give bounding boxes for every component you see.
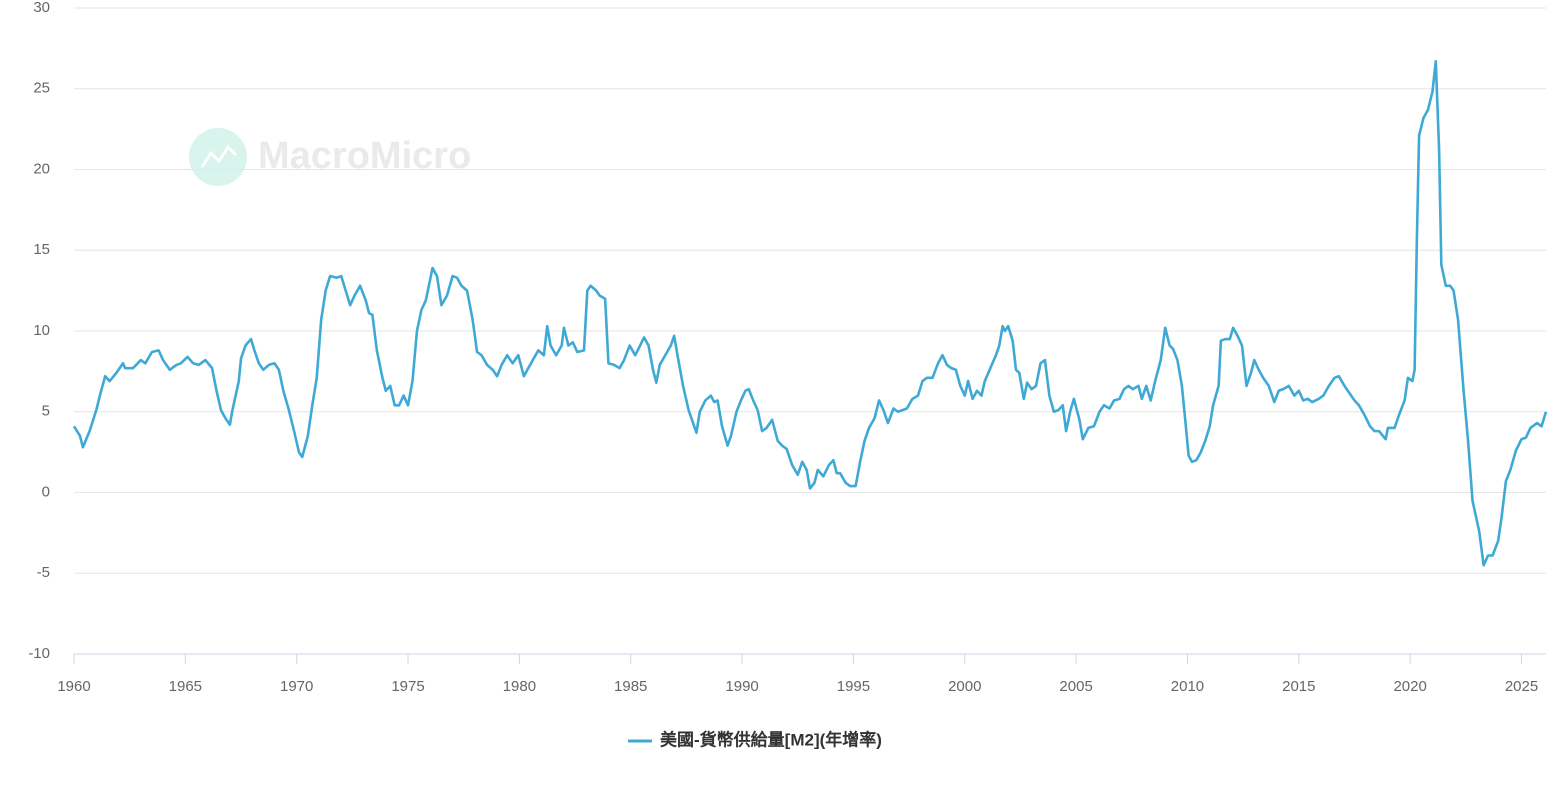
legend: 美國-貨幣供給量[M2](年增率) xyxy=(628,729,882,749)
x-tick-label: 1965 xyxy=(169,678,202,695)
x-tick-label: 1980 xyxy=(503,678,536,695)
x-tick-label: 1985 xyxy=(614,678,647,695)
y-tick-label: 10 xyxy=(33,322,50,339)
x-tick-label: 2005 xyxy=(1059,678,1092,695)
x-tick-label: 1975 xyxy=(391,678,424,695)
y-tick-label: 15 xyxy=(33,241,50,258)
y-tick-label: 20 xyxy=(33,160,50,177)
x-tick-label: 2000 xyxy=(948,678,981,695)
x-tick-label: 2015 xyxy=(1282,678,1315,695)
y-tick-label: 25 xyxy=(33,80,50,97)
y-tick-label: -5 xyxy=(37,564,50,581)
watermark-text: MacroMicro xyxy=(258,135,471,177)
x-tick-label: 2025 xyxy=(1505,678,1538,695)
y-tick-label: 30 xyxy=(33,0,50,16)
data-line xyxy=(72,59,1548,567)
x-tick-label: 1970 xyxy=(280,678,313,695)
x-tick-label: 1960 xyxy=(57,678,90,695)
watermark: MacroMicro xyxy=(189,128,471,186)
x-tick-label: 2020 xyxy=(1393,678,1426,695)
x-tick-label: 1995 xyxy=(837,678,870,695)
y-tick-label: -10 xyxy=(28,645,50,662)
watermark-logo xyxy=(189,128,247,186)
watermark-logo-line xyxy=(200,144,238,168)
x-tick-label: 2010 xyxy=(1171,678,1204,695)
y-tick-label: 5 xyxy=(42,403,50,420)
x-tick-label: 1990 xyxy=(725,678,758,695)
y-tick-label: 0 xyxy=(42,483,50,500)
legend-label: 美國-貨幣供給量[M2](年增率) xyxy=(660,729,882,749)
